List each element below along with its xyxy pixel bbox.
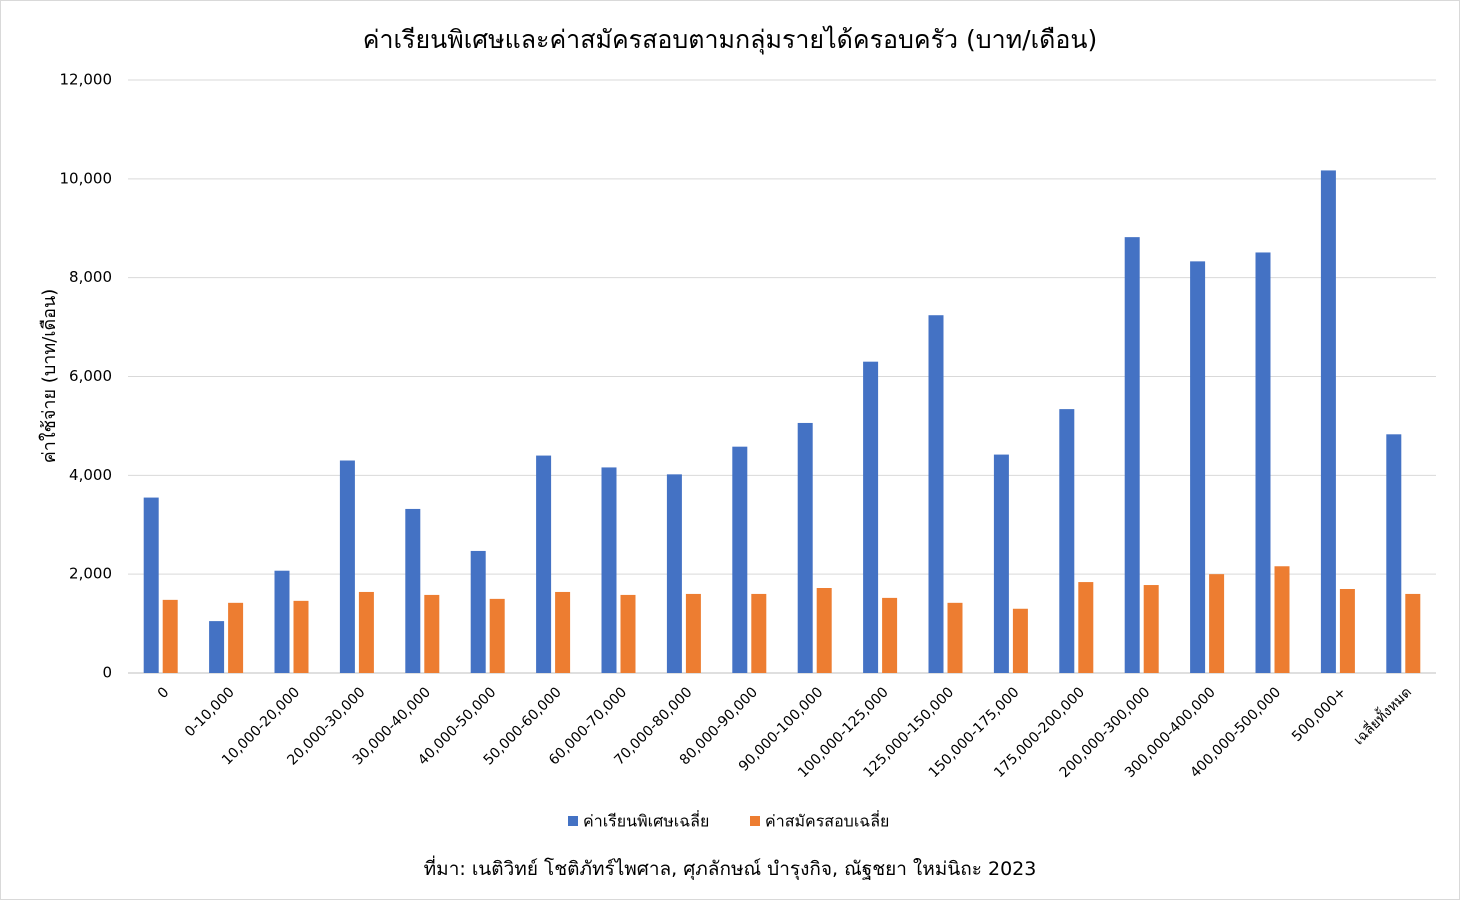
tutoring-bar — [1124, 237, 1140, 673]
y-tick-label: 0 — [102, 664, 112, 682]
exam-fee-bar — [1078, 582, 1094, 673]
y-tick-label: 10,000 — [60, 169, 113, 187]
y-tick-label: 8,000 — [69, 268, 112, 286]
tutoring-bar — [1386, 434, 1402, 673]
x-tick-label: 0 — [155, 684, 173, 702]
exam-fee-bar — [358, 591, 374, 673]
y-axis-ticks: 0 2,000 4,000 6,000 8,000 10,000 12,000 — [60, 71, 113, 682]
tutoring-bar — [601, 467, 617, 673]
y-tick-label: 4,000 — [69, 466, 112, 484]
legend-label: ค่าเรียนพิเศษเฉลี่ย — [583, 810, 709, 831]
tutoring-bar — [339, 460, 355, 673]
x-axis-ticks: 0 0-10,00010,000-20,00020,000-30,00030,00… — [155, 682, 1415, 781]
exam-fee-bar — [424, 594, 440, 673]
exam-fee-bar — [1405, 593, 1421, 673]
bars — [143, 170, 1421, 673]
tutoring-bar — [993, 454, 1009, 673]
tutoring-bar — [1059, 409, 1075, 673]
gridlines — [128, 79, 1436, 674]
tutoring-bar — [143, 497, 159, 673]
tutoring-bar — [1255, 252, 1271, 673]
legend-swatch — [568, 816, 578, 826]
chart-title: ค่าเรียนพิเศษและค่าสมัครสอบตามกลุ่มรายได… — [362, 25, 1098, 54]
exam-fee-bar — [162, 599, 178, 673]
exam-fee-bar — [293, 600, 309, 673]
source-note: ที่มา: เนติวิทย์ โชติภัทร์ไพศาล, ศุภลักษ… — [423, 858, 1037, 880]
tutoring-bar — [666, 474, 682, 673]
legend: ค่าเรียนพิเศษเฉลี่ย ค่าสมัครสอบเฉลี่ย — [568, 810, 889, 831]
tutoring-bar — [732, 446, 748, 673]
exam-fee-bar — [1339, 588, 1355, 673]
exam-fee-bar — [882, 597, 898, 673]
exam-fee-bar — [489, 598, 505, 673]
tutoring-bar — [470, 550, 486, 673]
exam-fee-bar — [1143, 585, 1159, 673]
exam-fee-bar — [685, 593, 701, 673]
tutoring-bar — [1320, 170, 1336, 673]
tutoring-bar — [863, 361, 879, 673]
exam-fee-bar — [751, 593, 767, 673]
exam-fee-bar — [620, 594, 636, 673]
x-tick-label: 0-10,000 — [182, 684, 238, 740]
tutoring-bar — [797, 422, 813, 673]
exam-fee-bar — [228, 602, 244, 673]
tutoring-bar — [536, 455, 552, 673]
tutoring-bar — [928, 315, 944, 673]
y-tick-label: 6,000 — [69, 367, 112, 385]
legend-label: ค่าสมัครสอบเฉลี่ย — [765, 810, 889, 831]
y-tick-label: 12,000 — [60, 71, 113, 89]
y-tick-label: 2,000 — [69, 565, 112, 583]
x-tick-label: 500,000+ — [1289, 684, 1350, 745]
tutoring-bar — [209, 621, 225, 673]
tutoring-bar — [405, 508, 421, 673]
tutoring-bar — [1190, 261, 1206, 673]
exam-fee-bar — [1209, 574, 1225, 673]
legend-swatch — [750, 816, 760, 826]
exam-fee-bar — [947, 602, 963, 673]
exam-fee-bar — [555, 591, 571, 673]
exam-fee-bar — [1012, 608, 1028, 673]
tutoring-bar — [274, 570, 290, 673]
y-axis-title: ค่าใช้จ่าย (บาท/เดือน) — [38, 289, 60, 464]
exam-fee-bar — [1274, 566, 1290, 673]
x-tick-label: เฉลี่ยทั้งหมด — [1349, 682, 1415, 748]
exam-fee-bar — [816, 588, 832, 673]
